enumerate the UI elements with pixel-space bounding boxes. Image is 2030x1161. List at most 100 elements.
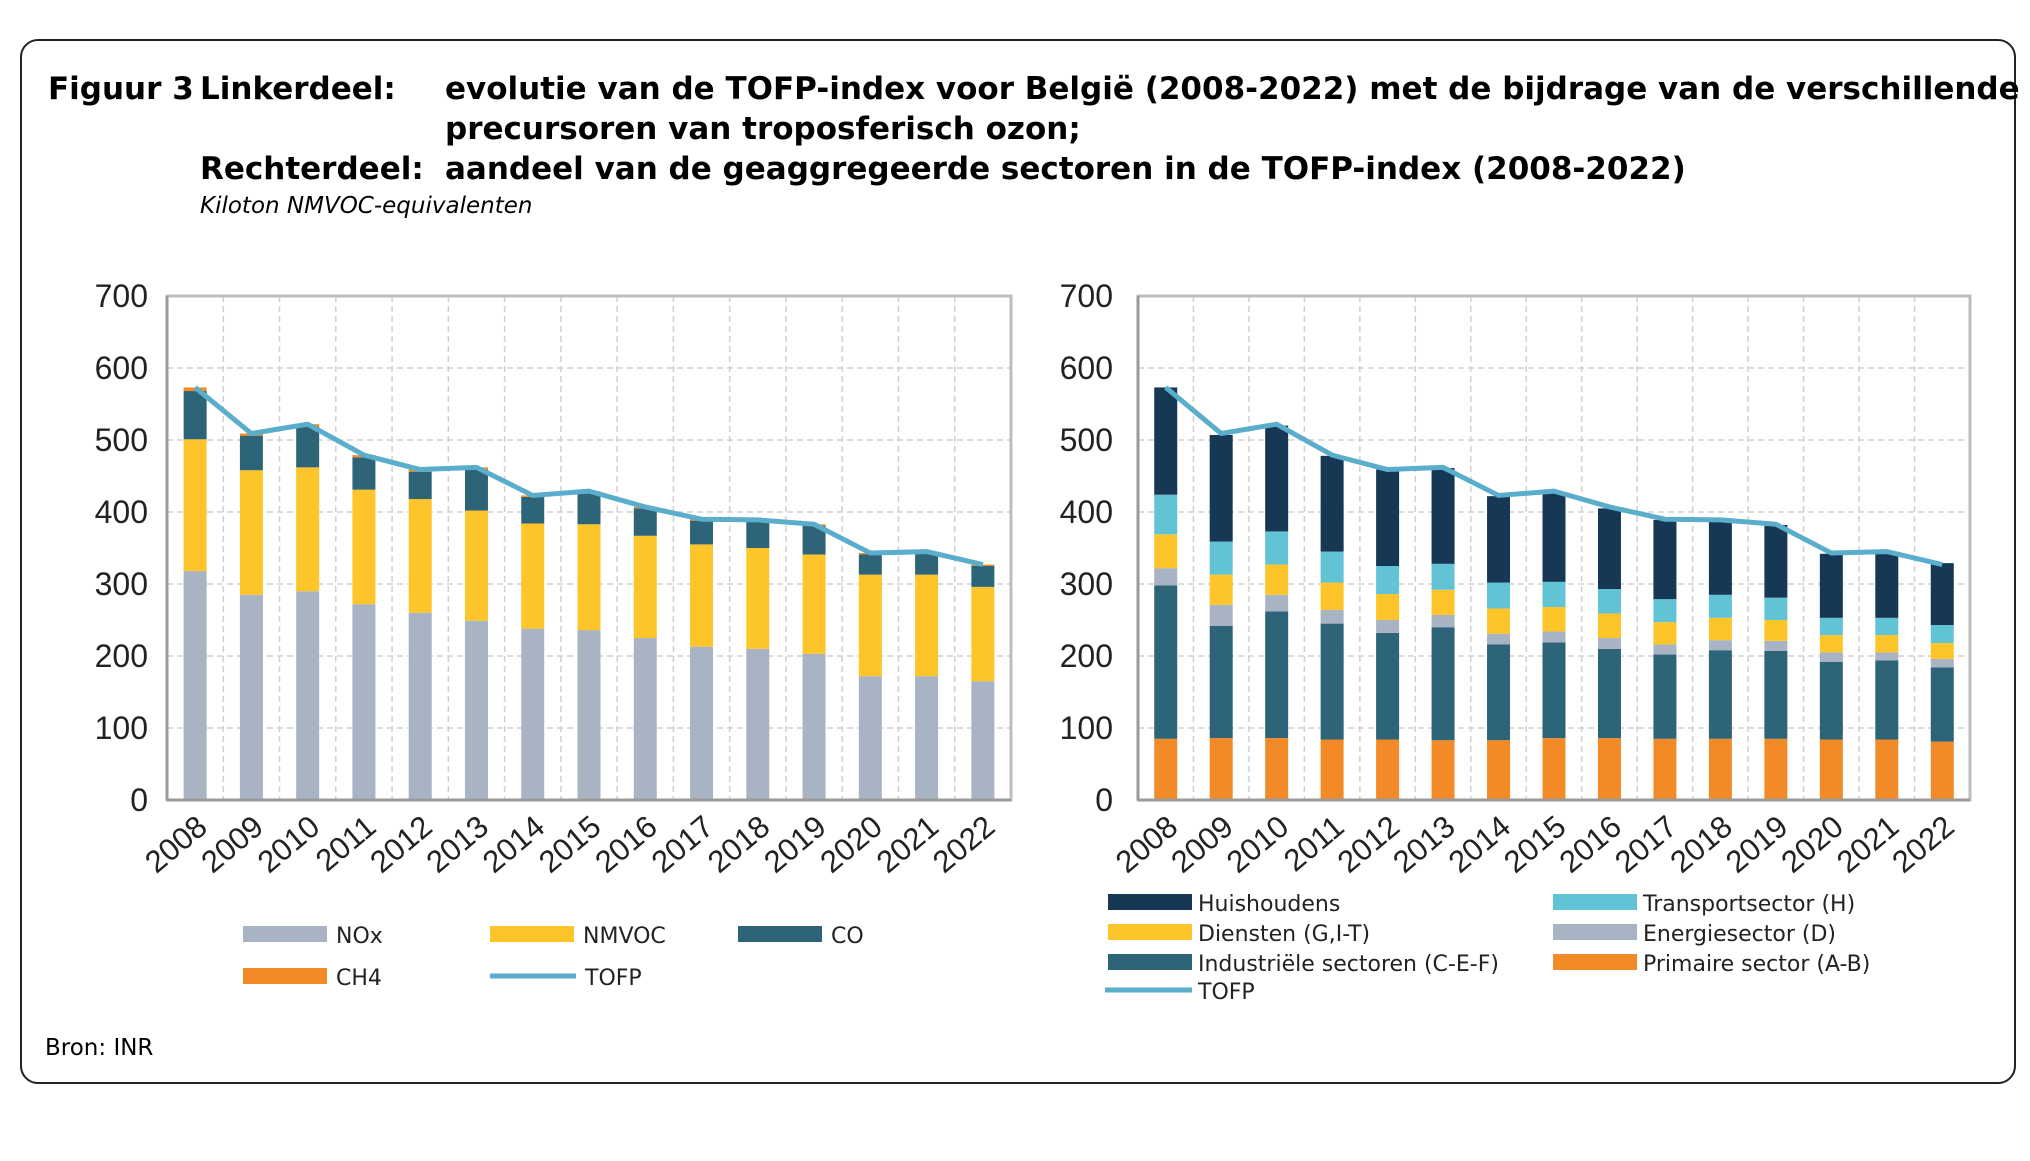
right-bar-energiesector-d-2017 [1653, 644, 1677, 655]
right-xtick-label-2019: 2019 [1719, 809, 1794, 880]
left-bar-nox-2009 [239, 594, 263, 800]
right-bar-primaire-sector-a-b-2010 [1265, 738, 1289, 800]
right-bar-energiesector-d-2009 [1209, 604, 1233, 626]
right-bar-huishoudens-2019 [1764, 524, 1788, 598]
left-bar-nmvoc-2014 [521, 523, 545, 629]
left-bar-nmvoc-2022 [971, 586, 995, 682]
right-bar-primaire-sector-a-b-2022 [1930, 741, 1954, 800]
left-tofp-line [193, 385, 984, 567]
left-legend-swatch-ch4 [243, 968, 327, 984]
left-ytick-label: 400 [95, 494, 148, 530]
right-xtick-label-2014: 2014 [1442, 809, 1517, 880]
right-bar-diensten-g-i-t-2019 [1764, 620, 1788, 641]
left-bar-ch4-2022 [971, 564, 995, 566]
right-bar-huishoudens-2015 [1542, 492, 1566, 582]
right-bar-transportsector-h-2008 [1154, 494, 1178, 535]
left-bar-nox-2022 [971, 681, 995, 800]
right-xtick-label-2013: 2013 [1386, 809, 1461, 880]
left-legend-label-co: CO [831, 924, 864, 949]
right-bar-industri-le-sectoren-c-e-f-2011 [1320, 623, 1344, 740]
right-bar-diensten-g-i-t-2022 [1930, 643, 1954, 659]
left-bar-nox-2015 [577, 630, 601, 800]
right-xtick-label-2021: 2021 [1830, 809, 1905, 880]
left-bar-nmvoc-2010 [296, 467, 320, 592]
left-legend-swatch-co [738, 926, 822, 942]
right-xtick-label-2009: 2009 [1164, 809, 1239, 880]
right-bar-primaire-sector-a-b-2019 [1764, 738, 1788, 800]
left-bar-nmvoc-2013 [464, 510, 488, 621]
right-bar-transportsector-h-2009 [1209, 541, 1233, 575]
left-xtick-label-2022: 2022 [926, 809, 1001, 880]
left-legend-swatch-nox [243, 926, 327, 942]
right-bar-primaire-sector-a-b-2012 [1376, 739, 1400, 800]
right-bar-transportsector-h-2020 [1819, 617, 1843, 636]
left-ytick-label: 200 [95, 638, 148, 674]
left-xtick-label-2020: 2020 [814, 809, 889, 880]
right-bar-huishoudens-2021 [1875, 553, 1899, 618]
right-bar-industri-le-sectoren-c-e-f-2015 [1542, 642, 1566, 739]
right-bar-diensten-g-i-t-2014 [1487, 608, 1511, 634]
right-bar-industri-le-sectoren-c-e-f-2012 [1376, 632, 1400, 740]
right-bar-industri-le-sectoren-c-e-f-2016 [1597, 648, 1621, 739]
right-bar-industri-le-sectoren-c-e-f-2021 [1875, 660, 1899, 740]
right-ytick-label: 0 [1095, 782, 1113, 818]
left-bar-co-2015 [577, 492, 601, 525]
right-xtick-label-2020: 2020 [1775, 809, 1850, 880]
left-legend-swatch-nmvoc [490, 926, 574, 942]
left-bar-co-2020 [858, 554, 882, 575]
right-legend-swatch-industri-le-sectoren-c-e-f [1108, 954, 1192, 970]
right-xtick-label-2011: 2011 [1277, 809, 1351, 879]
right-bar-huishoudens-2011 [1320, 455, 1344, 552]
left-ytick-label: 600 [95, 350, 148, 386]
right-legend-label-tofp: TOFP [1197, 980, 1255, 1005]
right-bar-transportsector-h-2011 [1320, 551, 1344, 583]
left-xtick-label-2010: 2010 [251, 809, 326, 880]
right-bar-energiesector-d-2016 [1597, 638, 1621, 649]
left-bar-co-2016 [633, 508, 657, 536]
left-bar-co-2009 [239, 435, 263, 471]
left-bar-co-2019 [802, 525, 826, 555]
unit-subtitle: Kiloton NMVOC-equivalenten [200, 193, 533, 219]
left-xtick-label-2011: 2011 [309, 809, 383, 879]
left-part-description-line1: evolutie van de TOFP-index voor België (… [445, 71, 2020, 107]
left-legend-label-nmvoc: NMVOC [583, 924, 666, 949]
left-legend-label-ch4: CH4 [336, 966, 382, 991]
right-bar-huishoudens-2010 [1265, 425, 1289, 532]
left-bar-nox-2011 [352, 604, 376, 800]
left-bar-nox-2013 [464, 620, 488, 800]
right-bar-industri-le-sectoren-c-e-f-2018 [1708, 650, 1732, 739]
right-bar-diensten-g-i-t-2009 [1209, 574, 1233, 605]
left-xtick-label-2021: 2021 [870, 809, 945, 880]
right-legend-swatch-diensten-g-i-t [1108, 924, 1192, 940]
right-legend-swatch-transportsector-h [1553, 894, 1637, 910]
left-xtick-label-2017: 2017 [645, 809, 720, 880]
left-bar-nox-2019 [802, 653, 826, 800]
left-xtick-label-2016: 2016 [588, 809, 663, 880]
left-bar-nox-2012 [408, 612, 432, 800]
left-bar-nmvoc-2018 [746, 548, 770, 649]
right-bar-diensten-g-i-t-2021 [1875, 635, 1899, 653]
right-bar-industri-le-sectoren-c-e-f-2010 [1265, 611, 1289, 739]
right-bar-energiesector-d-2015 [1542, 631, 1566, 643]
right-bar-energiesector-d-2021 [1875, 652, 1899, 661]
left-bar-co-2018 [746, 521, 770, 548]
right-legend-label-industri-le-sectoren-c-e-f: Industriële sectoren (C-E-F) [1198, 952, 1499, 977]
right-xtick-label-2010: 2010 [1220, 809, 1295, 880]
right-ytick-label: 700 [1060, 278, 1113, 314]
right-bar-huishoudens-2014 [1487, 496, 1511, 583]
left-bar-co-2021 [915, 553, 939, 575]
left-bar-nox-2017 [690, 646, 714, 800]
right-ytick-label: 400 [1060, 494, 1113, 530]
source-note: Bron: INR [45, 1035, 154, 1061]
right-legend-swatch-energiesector-d [1553, 924, 1637, 940]
right-ytick-label: 100 [1060, 710, 1113, 746]
right-legend-swatch-primaire-sector-a-b [1553, 954, 1637, 970]
right-legend-swatch-huishoudens [1108, 894, 1192, 910]
right-part-description: aandeel van de geaggregeerde sectoren in… [445, 151, 1686, 187]
right-bar-transportsector-h-2014 [1487, 582, 1511, 609]
right-xtick-label-2018: 2018 [1664, 809, 1739, 880]
right-bar-primaire-sector-a-b-2018 [1708, 738, 1732, 800]
left-ytick-label: 500 [95, 422, 148, 458]
right-ytick-label: 200 [1060, 638, 1113, 674]
